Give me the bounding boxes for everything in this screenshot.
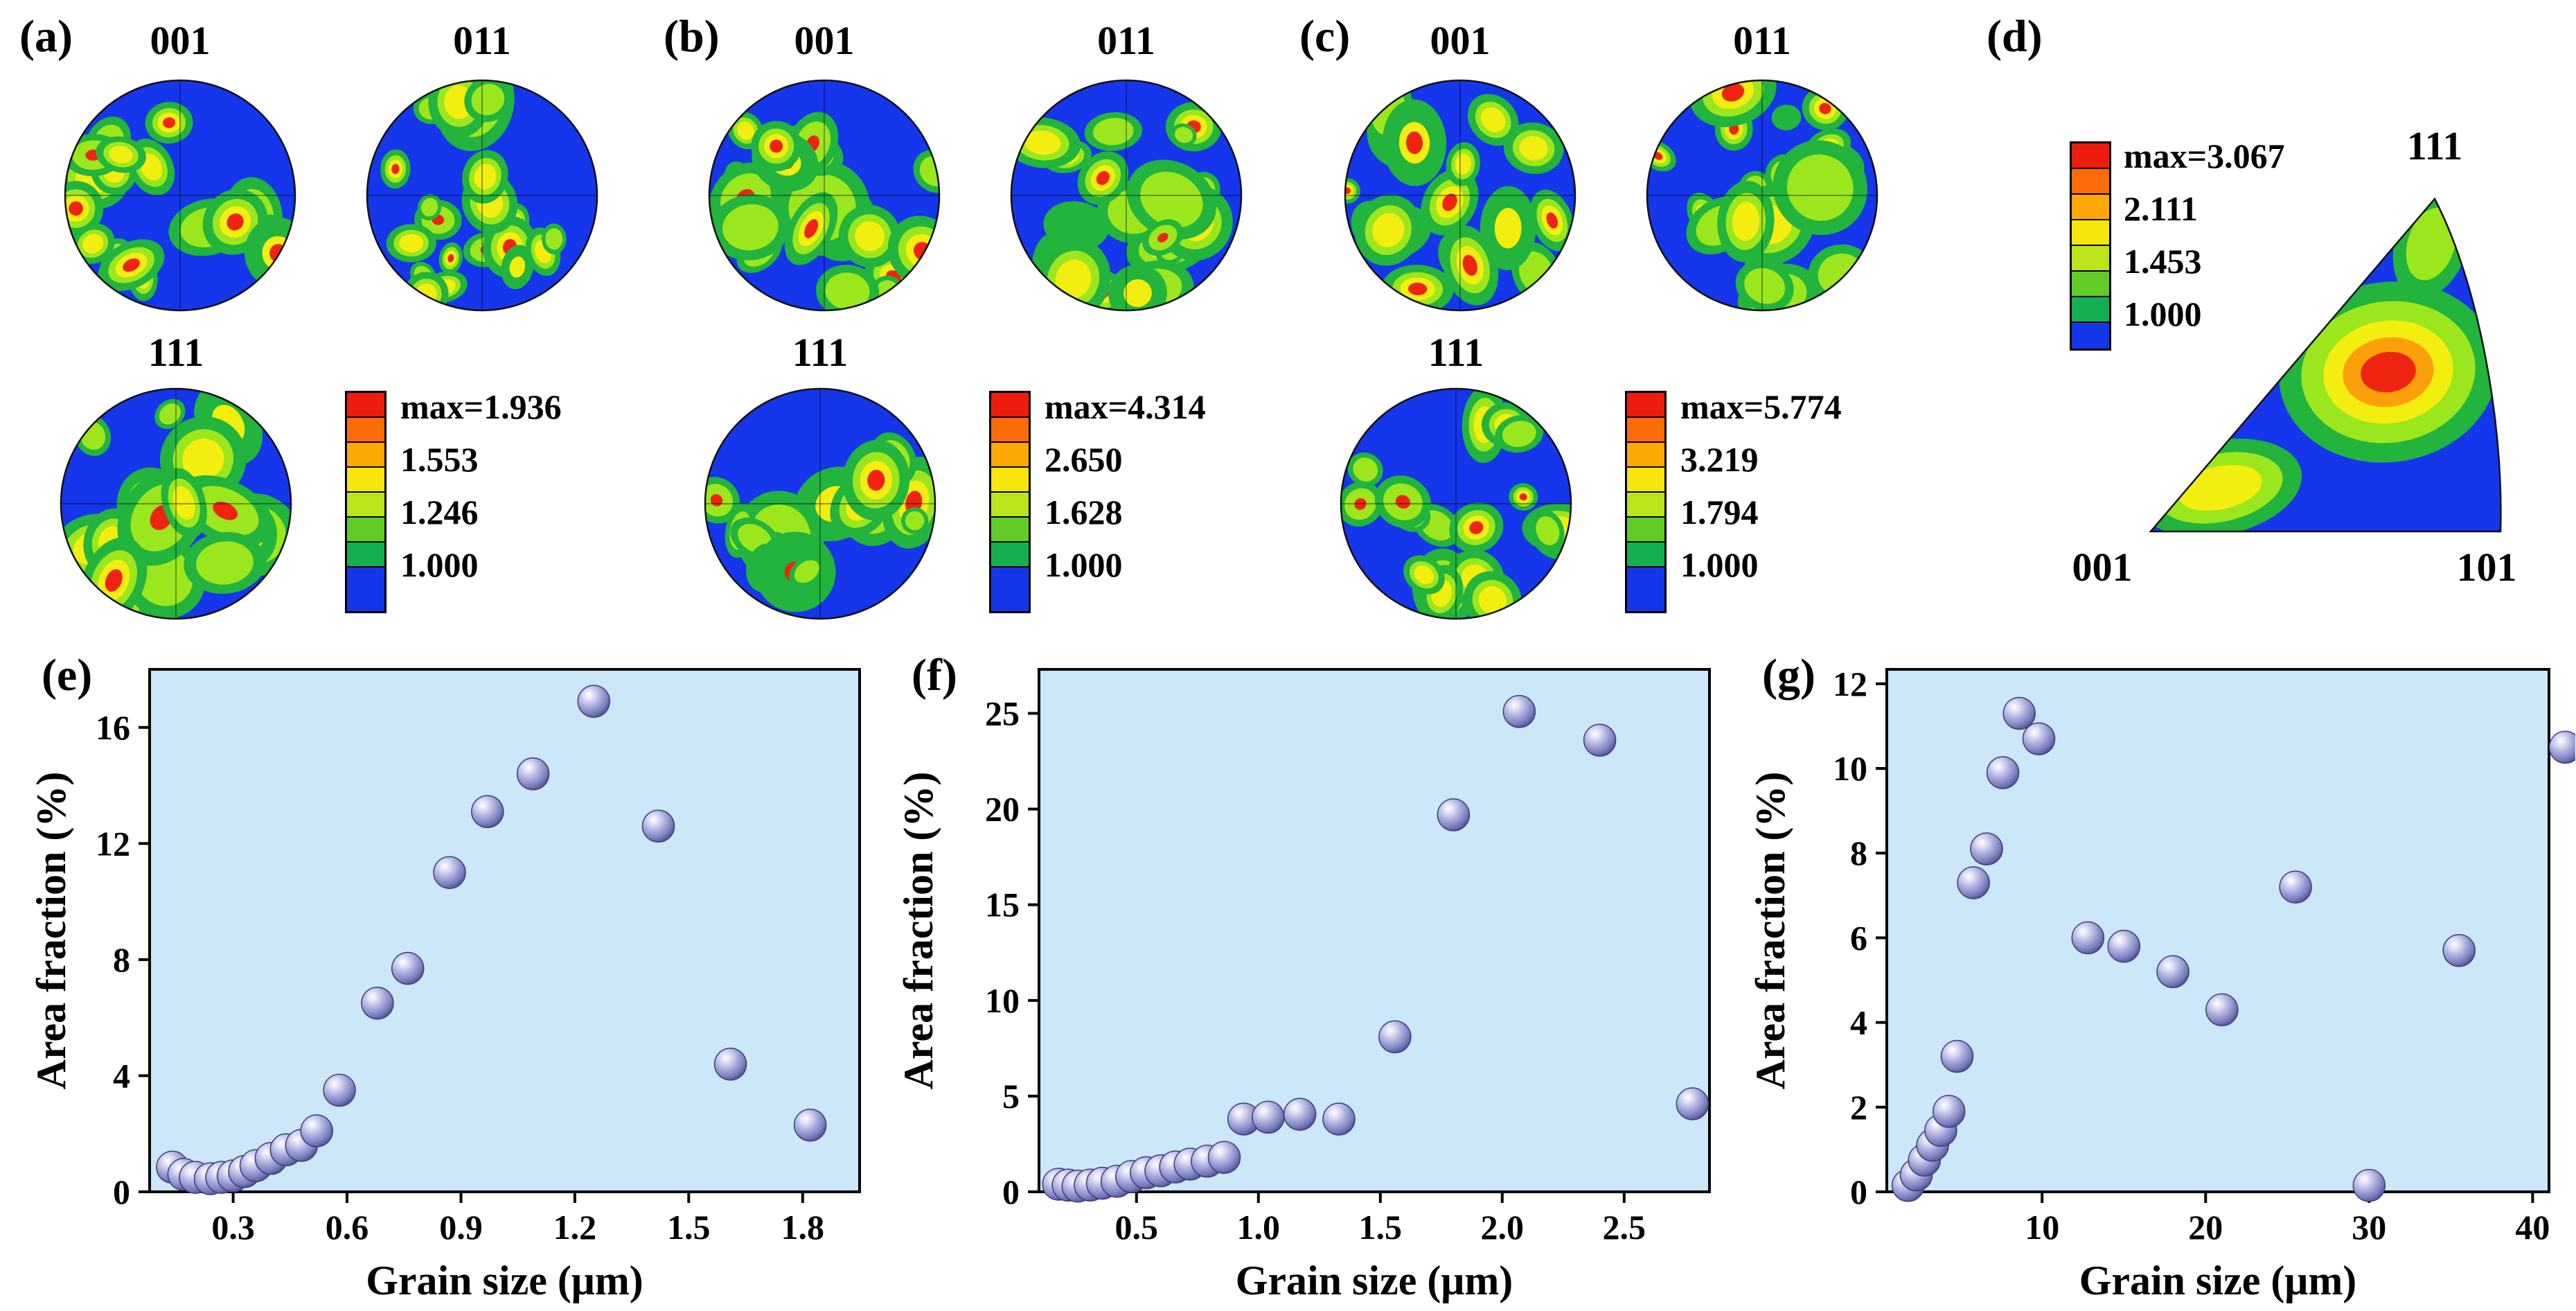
pole-title-c-111: 111 bbox=[1428, 330, 1484, 375]
pole-figure-b-001 bbox=[708, 79, 941, 312]
colorbar-b-max: max=4.314 bbox=[1045, 387, 1206, 426]
colorbar-c-tick-2: 1.794 bbox=[1680, 493, 1759, 531]
svg-text:20: 20 bbox=[2188, 1208, 2223, 1247]
panel-a-label: (a) bbox=[19, 11, 73, 62]
svg-text:0: 0 bbox=[113, 1172, 130, 1211]
svg-text:4: 4 bbox=[1850, 1003, 1867, 1042]
svg-text:0.9: 0.9 bbox=[439, 1208, 483, 1247]
svg-text:0.5: 0.5 bbox=[1115, 1208, 1159, 1247]
pole-title-b-111: 111 bbox=[792, 330, 849, 375]
chart-panel-g: (g) 10 20 30 40 0 2 4 6 8 10 12 Grain size (μm) Area… bbox=[1744, 643, 2575, 1311]
panel-d: (d) max=3.067 2.111 1.453 1.000 111 001 … bbox=[1981, 8, 2570, 635]
colorbar-c-max: max=5.774 bbox=[1680, 387, 1842, 426]
pole-figure-b-011 bbox=[1010, 79, 1243, 312]
panel-a: (a) 001 011 111 max=1.936 1.553 1.246 1.… bbox=[14, 8, 644, 635]
pole-figure-c-011 bbox=[1646, 79, 1878, 312]
colorbar-d-max: max=3.067 bbox=[2124, 137, 2285, 175]
svg-text:4: 4 bbox=[113, 1056, 130, 1095]
svg-text:1.2: 1.2 bbox=[553, 1208, 597, 1247]
colorbar-c-tick-1: 3.219 bbox=[1680, 440, 1759, 479]
svg-text:8: 8 bbox=[1850, 834, 1867, 872]
svg-text:30: 30 bbox=[2352, 1208, 2386, 1247]
colorbar-a-tick-3: 1.000 bbox=[400, 545, 479, 584]
svg-text:16: 16 bbox=[96, 708, 130, 747]
scatter-chart-f: 0.5 1.0 1.5 2.0 2.5 0 5 10 15 20 25 Grain size (μm)… bbox=[896, 668, 1711, 1303]
svg-text:Grain size (μm): Grain size (μm) bbox=[1236, 1258, 1513, 1303]
scatter-chart-e: 0.3 0.6 0.9 1.2 1.5 1.8 0 4 8 12 16 Grain size (μm)… bbox=[28, 668, 861, 1303]
panel-e-label: (e) bbox=[42, 650, 93, 701]
svg-text:15: 15 bbox=[985, 886, 1020, 924]
svg-text:1.5: 1.5 bbox=[1359, 1208, 1403, 1247]
panel-c-label: (c) bbox=[1299, 11, 1351, 62]
svg-text:2.5: 2.5 bbox=[1603, 1208, 1646, 1247]
pole-figure-c-111 bbox=[1340, 387, 1572, 620]
ipf-corner-111: 111 bbox=[2406, 123, 2463, 168]
svg-text:Area fraction (%): Area fraction (%) bbox=[896, 772, 941, 1090]
svg-text:Area fraction (%): Area fraction (%) bbox=[1748, 772, 1793, 1090]
colorbar-a-max: max=1.936 bbox=[400, 387, 562, 426]
svg-text:1.5: 1.5 bbox=[667, 1208, 711, 1247]
panel-c: (c) 001 011 111 max=5.774 3.219 1.794 1.… bbox=[1294, 8, 1924, 635]
pole-title-c-001: 001 bbox=[1430, 18, 1491, 63]
svg-text:5: 5 bbox=[1002, 1077, 1020, 1116]
ipf-corner-101: 101 bbox=[2456, 545, 2517, 590]
colorbar-a-tick-2: 1.246 bbox=[400, 493, 479, 531]
svg-text:2.0: 2.0 bbox=[1481, 1208, 1525, 1247]
svg-text:0: 0 bbox=[1002, 1172, 1020, 1211]
colorbar-c bbox=[1625, 391, 1667, 613]
panel-g-label: (g) bbox=[1762, 650, 1815, 701]
svg-text:20: 20 bbox=[985, 790, 1020, 829]
svg-text:2: 2 bbox=[1850, 1088, 1867, 1127]
colorbar-a bbox=[345, 391, 387, 613]
svg-text:12: 12 bbox=[1833, 665, 1867, 703]
panel-b: (b) 001 011 111 max=4.314 2.650 1.628 1.… bbox=[658, 8, 1288, 635]
chart-panel-f: (f) 0.5 1.0 1.5 2.0 2.5 0 5 10 15 20 25 Grain size … bbox=[892, 643, 1751, 1311]
panel-d-label: (d) bbox=[1987, 11, 2043, 62]
colorbar-d-tick-2: 1.453 bbox=[2124, 242, 2202, 281]
colorbar-b-tick-2: 1.628 bbox=[1045, 493, 1123, 531]
colorbar-d-tick-1: 2.111 bbox=[2124, 189, 2198, 228]
svg-text:Area fraction (%): Area fraction (%) bbox=[28, 772, 74, 1090]
svg-text:6: 6 bbox=[1850, 918, 1867, 957]
inverse-pole-figure bbox=[2149, 197, 2502, 533]
svg-text:Grain size (μm): Grain size (μm) bbox=[366, 1258, 643, 1303]
svg-text:1.0: 1.0 bbox=[1237, 1208, 1281, 1247]
svg-text:0.6: 0.6 bbox=[326, 1208, 369, 1247]
pole-figure-b-111 bbox=[704, 387, 936, 620]
chart-panel-e: (e) 0.3 0.6 0.9 1.2 1.5 1.8 0 4 8 12 16 Grain size … bbox=[25, 643, 884, 1311]
pole-title-b-001: 001 bbox=[794, 18, 855, 63]
pole-title-a-011: 011 bbox=[453, 18, 511, 63]
panel-b-label: (b) bbox=[664, 11, 720, 62]
pole-figure-a-011 bbox=[366, 79, 598, 312]
svg-text:12: 12 bbox=[96, 824, 130, 863]
colorbar-b-tick-3: 1.000 bbox=[1045, 545, 1123, 584]
pole-figure-a-001 bbox=[64, 79, 296, 312]
pole-title-a-111: 111 bbox=[148, 330, 204, 375]
pole-title-b-011: 011 bbox=[1097, 18, 1155, 63]
colorbar-b-tick-1: 2.650 bbox=[1045, 440, 1123, 479]
ipf-corner-001: 001 bbox=[2072, 545, 2133, 590]
pole-figure-a-111 bbox=[60, 387, 292, 620]
svg-text:25: 25 bbox=[985, 694, 1020, 733]
svg-text:0.3: 0.3 bbox=[211, 1208, 255, 1247]
svg-text:0: 0 bbox=[1850, 1172, 1867, 1211]
scatter-chart-g: 10 20 30 40 0 2 4 6 8 10 12 Grain size (μm) Area fra… bbox=[1748, 665, 2575, 1303]
svg-text:10: 10 bbox=[985, 981, 1020, 1020]
svg-text:Grain size (μm): Grain size (μm) bbox=[2079, 1258, 2357, 1303]
colorbar-d bbox=[2070, 141, 2111, 351]
svg-text:1.8: 1.8 bbox=[781, 1208, 825, 1247]
pole-title-c-011: 011 bbox=[1733, 18, 1791, 63]
pole-title-a-001: 001 bbox=[150, 18, 211, 63]
colorbar-a-tick-1: 1.553 bbox=[400, 440, 479, 479]
svg-text:10: 10 bbox=[2025, 1208, 2059, 1247]
colorbar-b bbox=[989, 391, 1031, 613]
panel-f-label: (f) bbox=[912, 650, 957, 701]
svg-text:10: 10 bbox=[1833, 749, 1867, 788]
pole-figure-c-001 bbox=[1344, 79, 1576, 312]
colorbar-c-tick-3: 1.000 bbox=[1680, 545, 1759, 584]
svg-text:40: 40 bbox=[2515, 1208, 2550, 1247]
colorbar-d-tick-3: 1.000 bbox=[2124, 294, 2202, 333]
svg-text:8: 8 bbox=[113, 940, 130, 979]
